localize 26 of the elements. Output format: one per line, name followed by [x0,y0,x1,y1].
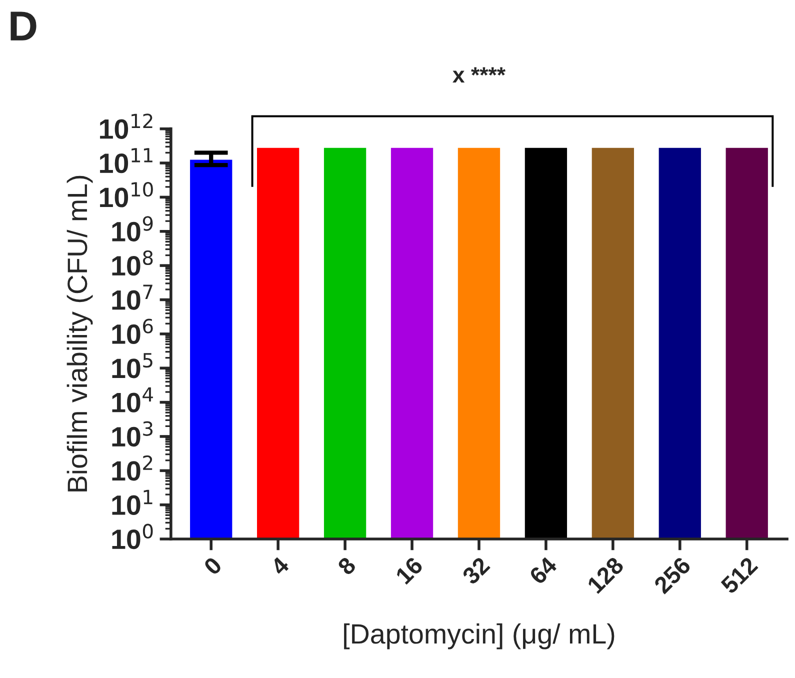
x-tick-label: 256 [653,556,692,595]
text: D [10,12,36,40]
y-tick-label: 10$^{5}$ [112,353,152,378]
x-tick-label: 4 [270,556,290,576]
y-tick-label: 10$^{8}$ [112,250,153,276]
x-tick-label: 0 [202,556,223,576]
y-tick-label: 10$^{11}$ [100,148,152,174]
y-tick-label: 10$^{6}$ [112,318,153,344]
x-axis-title: [Daptomycin] (μg/ mL) [344,623,614,650]
y-tick-label: 10$^{4}$ [112,387,153,412]
x-tick-label: 32 [461,556,491,586]
text: x **** [452,67,506,83]
y-tick-label: 10$^{7}$ [112,284,152,310]
y-tick-label: 10$^{9}$ [112,216,153,242]
y-tick-label: 10$^{0}$ [112,524,153,550]
x-tick-label: 128 [586,556,625,594]
x-tick-label: 16 [394,556,424,585]
y-tick-label: 10$^{2}$ [112,455,152,481]
y-axis-title: Biofilm viability (CFU/ mL) [66,176,93,492]
x-tick-label: 512 [720,556,758,595]
y-tick-label: 10$^{1}$ [112,490,152,515]
x-tick-label: 64 [528,556,558,586]
y-tick-label: 10$^{3}$ [112,421,152,447]
x-tick-label: 8 [336,556,357,576]
y-tick-label: 10$^{10}$ [100,182,153,208]
y-tick-label: 10$^{12}$ [100,114,152,139]
